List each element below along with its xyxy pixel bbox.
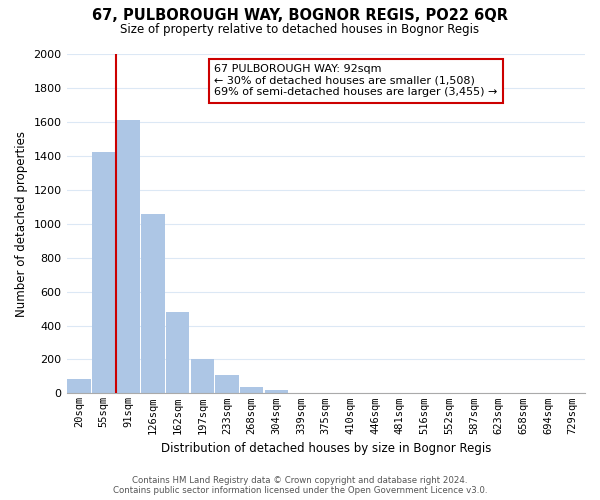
Bar (265, 390, 288, 394)
Bar (67, 379, 91, 394)
X-axis label: Distribution of detached houses by size in Bognor Regis: Distribution of detached houses by size … (161, 442, 491, 455)
Text: 67, PULBOROUGH WAY, BOGNOR REGIS, PO22 6QR: 67, PULBOROUGH WAY, BOGNOR REGIS, PO22 6… (92, 8, 508, 22)
Text: 67 PULBOROUGH WAY: 92sqm
← 30% of detached houses are smaller (1,508)
69% of sem: 67 PULBOROUGH WAY: 92sqm ← 30% of detach… (214, 64, 497, 98)
Bar (166, 312, 190, 394)
Bar (116, 120, 140, 394)
Y-axis label: Number of detached properties: Number of detached properties (15, 130, 28, 316)
Bar (191, 360, 214, 394)
Bar (240, 386, 263, 394)
Bar (141, 214, 164, 394)
Bar (215, 374, 239, 394)
Text: Contains HM Land Registry data © Crown copyright and database right 2024.
Contai: Contains HM Land Registry data © Crown c… (113, 476, 487, 495)
Bar (92, 152, 115, 394)
Text: Size of property relative to detached houses in Bognor Regis: Size of property relative to detached ho… (121, 22, 479, 36)
